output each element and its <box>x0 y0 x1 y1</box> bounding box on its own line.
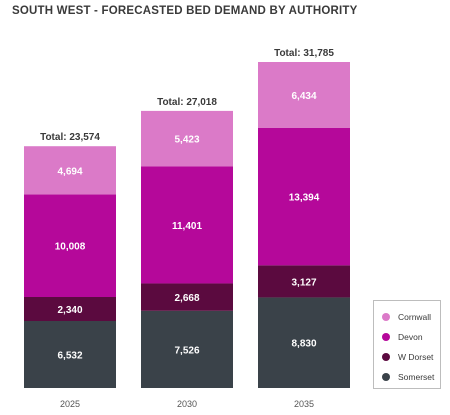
legend-swatch-somerset <box>382 373 390 381</box>
data-label-devon-2025: 10,008 <box>55 242 86 253</box>
data-label-devon-2030: 11,401 <box>172 221 202 232</box>
bar-segment-w-dorset-2030 <box>141 283 233 311</box>
legend-swatch-cornwall <box>382 313 390 321</box>
data-label-somerset-2035: 8,830 <box>291 339 316 350</box>
legend-label-somerset: Somerset <box>398 372 435 382</box>
x-tick-label-2035: 2035 <box>294 399 314 409</box>
legend-swatch-w-dorset <box>382 353 390 361</box>
bar-segment-cornwall-2035 <box>258 62 350 128</box>
x-tick-label-2030: 2030 <box>177 399 197 409</box>
legend-item-devon: Devon <box>382 327 440 347</box>
data-label-somerset-2030: 7,526 <box>174 345 199 356</box>
bar-segment-devon-2035 <box>258 127 350 266</box>
x-tick-label-2025: 2025 <box>60 399 80 409</box>
data-label-w-dorset-2030: 2,668 <box>174 293 199 304</box>
data-label-somerset-2025: 6,532 <box>57 351 82 362</box>
total-label-2035: Total: 31,785 <box>274 48 334 59</box>
total-label-2030: Total: 27,018 <box>157 97 217 108</box>
total-label-2025: Total: 23,574 <box>40 132 100 143</box>
legend-label-w-dorset: W Dorset <box>398 352 434 362</box>
data-label-cornwall-2025: 4,694 <box>57 166 82 177</box>
data-label-devon-2035: 13,394 <box>289 193 320 204</box>
legend-item-somerset: Somerset <box>382 367 440 387</box>
data-label-w-dorset-2035: 3,127 <box>291 277 316 288</box>
legend-label-cornwall: Cornwall <box>398 312 432 322</box>
legend-item-cornwall: Cornwall <box>382 307 440 327</box>
data-label-cornwall-2030: 5,423 <box>174 135 199 146</box>
bar-segment-devon-2030 <box>141 166 233 284</box>
legend-label-devon: Devon <box>398 332 423 342</box>
legend-item-w-dorset: W Dorset <box>382 347 440 367</box>
bar-segment-somerset-2030 <box>141 310 233 388</box>
bar-segment-w-dorset-2035 <box>258 265 350 298</box>
bar-segment-somerset-2035 <box>258 297 350 388</box>
data-label-w-dorset-2025: 2,340 <box>57 305 82 316</box>
legend: Cornwall Devon W Dorset Somerset <box>373 300 441 389</box>
bar-segment-somerset-2025 <box>24 321 116 388</box>
data-label-cornwall-2035: 6,434 <box>291 91 316 102</box>
bar-segment-cornwall-2030 <box>141 110 233 167</box>
bar-segment-w-dorset-2025 <box>24 297 116 322</box>
chart-title: SOUTH WEST - FORECASTED BED DEMAND BY AU… <box>12 5 358 17</box>
bar-segment-cornwall-2025 <box>24 146 116 195</box>
bar-segment-devon-2025 <box>24 194 116 298</box>
legend-swatch-devon <box>382 333 390 341</box>
